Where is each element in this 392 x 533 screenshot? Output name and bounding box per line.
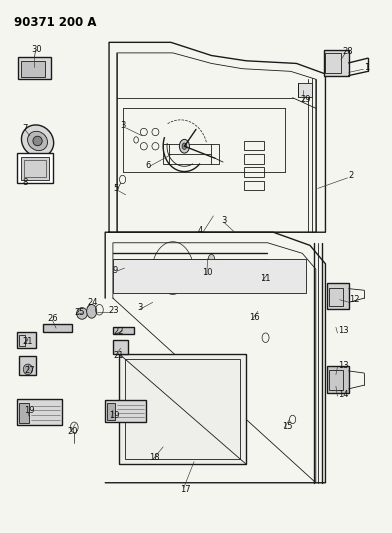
Ellipse shape [22,125,54,157]
Text: 19: 19 [24,406,34,415]
Bar [24,160,46,177]
Bar [323,50,348,76]
Bar [21,157,49,180]
Text: 27: 27 [24,366,34,375]
Bar [113,259,306,293]
Ellipse shape [23,364,33,375]
Text: 22: 22 [114,327,124,336]
Text: 18: 18 [149,454,160,463]
Text: 29: 29 [300,95,311,104]
Text: 5: 5 [113,184,118,193]
Text: 15: 15 [282,422,292,431]
Text: 11: 11 [260,274,270,283]
Text: 6: 6 [145,161,151,169]
Text: 12: 12 [348,295,359,304]
Text: 7: 7 [22,124,27,133]
Ellipse shape [180,140,189,153]
Bar [329,370,343,391]
Bar [163,143,219,164]
Text: 19: 19 [109,411,120,420]
Text: 3: 3 [137,303,143,312]
Ellipse shape [87,304,97,318]
Bar [327,284,348,309]
Text: 9: 9 [113,266,118,275]
Text: 1: 1 [364,62,369,71]
Ellipse shape [209,254,214,263]
Ellipse shape [182,143,187,149]
Bar [18,152,53,183]
Bar [244,141,264,150]
Bar [105,400,146,422]
Bar [107,403,115,420]
Text: 13: 13 [338,361,349,369]
Ellipse shape [76,308,87,319]
Bar [244,167,264,177]
Text: 4: 4 [198,226,203,235]
Ellipse shape [164,262,181,285]
Ellipse shape [27,131,47,151]
Bar [244,154,264,164]
Bar [44,324,73,333]
Text: 26: 26 [47,314,58,322]
Bar [21,61,45,77]
Bar [244,181,264,190]
Bar [329,288,343,306]
Text: 20: 20 [68,427,78,436]
Ellipse shape [169,268,177,279]
Text: 30: 30 [32,45,42,54]
Text: 10: 10 [202,268,212,277]
Bar [298,84,312,96]
Bar [113,340,128,353]
Bar [19,335,25,346]
Text: 8: 8 [22,177,27,187]
Bar [119,353,246,464]
Text: 21: 21 [113,351,123,360]
Bar [327,366,348,393]
Text: 17: 17 [180,485,191,494]
Ellipse shape [201,284,207,292]
Bar [325,53,341,74]
Bar [18,333,36,348]
Text: 14: 14 [338,390,349,399]
Text: 13: 13 [338,326,349,335]
Bar [113,327,134,334]
Bar [18,399,62,425]
Ellipse shape [33,136,42,146]
Text: 3: 3 [121,120,126,130]
Bar [18,57,51,79]
Text: 25: 25 [74,309,85,318]
Text: 3: 3 [221,215,227,224]
Text: 21: 21 [22,337,33,346]
Text: 2: 2 [348,171,354,180]
Bar [125,359,240,459]
Text: 16: 16 [249,313,260,322]
Bar [19,356,36,375]
Text: 90371 200 A: 90371 200 A [15,16,97,29]
Text: 28: 28 [342,47,353,56]
Text: 23: 23 [108,306,118,315]
Bar [19,402,29,423]
Text: 24: 24 [87,298,98,307]
